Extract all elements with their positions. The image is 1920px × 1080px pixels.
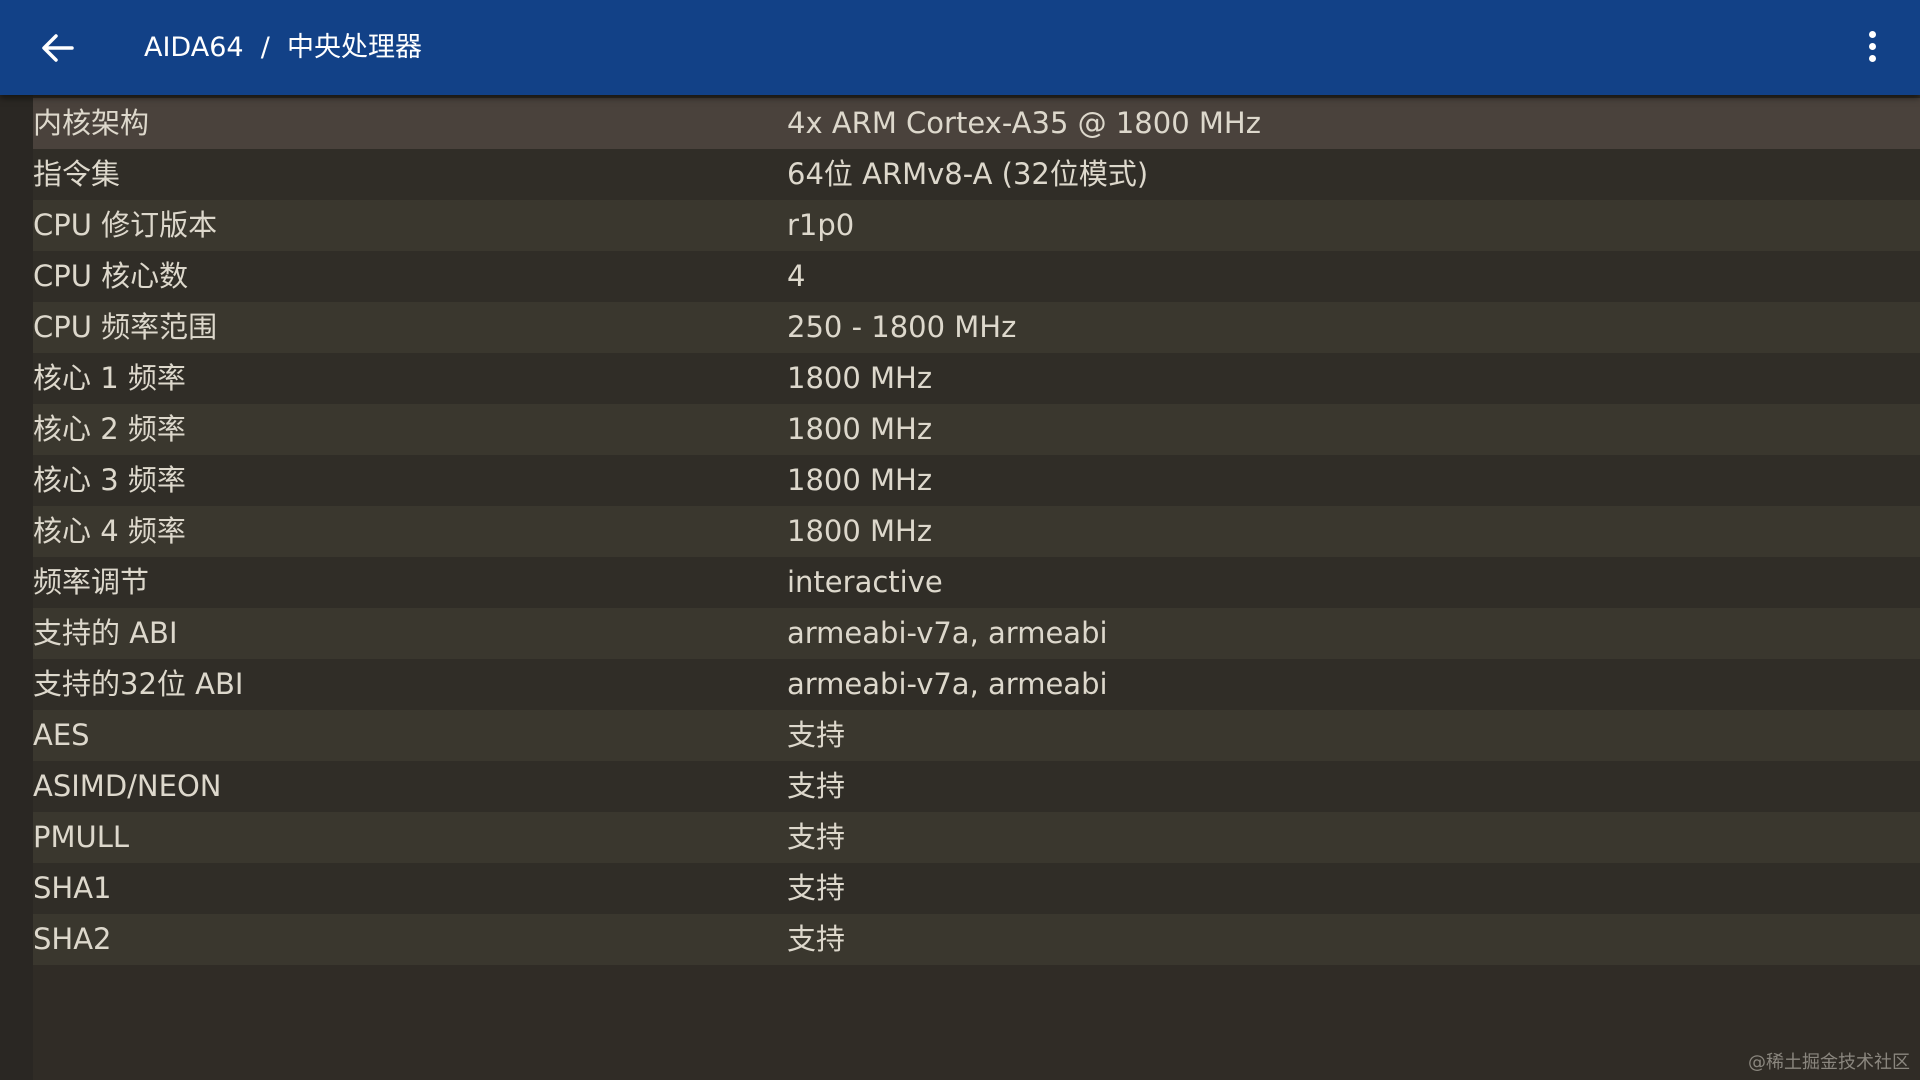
property-name: 内核架构 bbox=[33, 106, 150, 140]
list-item[interactable]: CPU 修订版本 r1p0 bbox=[33, 200, 1920, 251]
property-name: 核心 4 频率 bbox=[33, 514, 186, 548]
more-options-button[interactable] bbox=[1860, 28, 1884, 68]
property-value: interactive bbox=[787, 565, 943, 599]
property-name: 核心 2 频率 bbox=[33, 412, 186, 446]
property-value: armeabi-v7a, armeabi bbox=[787, 616, 1108, 650]
property-value: 64位 ARMv8-A (32位模式) bbox=[787, 157, 1149, 191]
property-value: 1800 MHz bbox=[787, 463, 933, 497]
property-value: 4x ARM Cortex-A35 @ 1800 MHz bbox=[787, 106, 1261, 140]
property-name: SHA1 bbox=[33, 871, 112, 905]
property-value: 1800 MHz bbox=[787, 514, 933, 548]
list-item[interactable]: 频率调节 interactive bbox=[33, 557, 1920, 608]
property-name: CPU 修订版本 bbox=[33, 208, 218, 242]
property-value: armeabi-v7a, armeabi bbox=[787, 667, 1108, 701]
property-value: 4 bbox=[787, 259, 806, 293]
property-name: 核心 1 频率 bbox=[33, 361, 186, 395]
property-value: 支持 bbox=[787, 769, 846, 803]
list-item[interactable]: 内核架构 4x ARM Cortex-A35 @ 1800 MHz bbox=[33, 98, 1920, 149]
list-item[interactable]: 核心 3 频率 1800 MHz bbox=[33, 455, 1920, 506]
property-value: r1p0 bbox=[787, 208, 855, 242]
watermark: @稀土掘金技术社区 bbox=[1748, 1052, 1910, 1073]
list-item[interactable]: ASIMD/NEON 支持 bbox=[33, 761, 1920, 812]
property-value: 1800 MHz bbox=[787, 361, 933, 395]
property-value: 支持 bbox=[787, 718, 846, 752]
list-item[interactable]: SHA1 支持 bbox=[33, 863, 1920, 914]
arrow-left-icon bbox=[42, 34, 74, 62]
breadcrumb-title: AIDA64 / 中央处理器 bbox=[144, 32, 423, 63]
list-item[interactable]: 指令集 64位 ARMv8-A (32位模式) bbox=[33, 149, 1920, 200]
property-name: 支持的 ABI bbox=[33, 616, 178, 650]
property-name: 指令集 bbox=[33, 157, 121, 191]
property-name: CPU 频率范围 bbox=[33, 310, 218, 344]
property-value: 支持 bbox=[787, 871, 846, 905]
property-name: AES bbox=[33, 718, 90, 752]
property-value: 支持 bbox=[787, 922, 846, 956]
menu-dot bbox=[1868, 55, 1876, 62]
list-item[interactable]: 核心 4 频率 1800 MHz bbox=[33, 506, 1920, 557]
list-item[interactable]: CPU 核心数 4 bbox=[33, 251, 1920, 302]
property-name: 支持的32位 ABI bbox=[33, 667, 244, 701]
cpu-info-list: 内核架构 4x ARM Cortex-A35 @ 1800 MHz 指令集 64位 A… bbox=[33, 98, 1920, 965]
back-button[interactable] bbox=[36, 26, 80, 70]
left-gutter bbox=[0, 95, 33, 1080]
more-vertical-icon bbox=[1868, 31, 1876, 38]
property-name: PMULL bbox=[33, 820, 130, 854]
property-name: 频率调节 bbox=[33, 565, 150, 599]
list-item[interactable]: 核心 2 频率 1800 MHz bbox=[33, 404, 1920, 455]
property-value: 支持 bbox=[787, 820, 846, 854]
list-item[interactable]: CPU 频率范围 250 - 1800 MHz bbox=[33, 302, 1920, 353]
list-item[interactable]: 支持的 ABI armeabi-v7a, armeabi bbox=[33, 608, 1920, 659]
list-item[interactable]: PMULL 支持 bbox=[33, 812, 1920, 863]
property-name: 核心 3 频率 bbox=[33, 463, 186, 497]
list-item[interactable]: 支持的32位 ABI armeabi-v7a, armeabi bbox=[33, 659, 1920, 710]
property-name: SHA2 bbox=[33, 922, 112, 956]
property-value: 1800 MHz bbox=[787, 412, 933, 446]
app-bar: AIDA64 / 中央处理器 bbox=[0, 0, 1920, 95]
property-name: ASIMD/NEON bbox=[33, 769, 222, 803]
property-name: CPU 核心数 bbox=[33, 259, 189, 293]
property-value: 250 - 1800 MHz bbox=[787, 310, 1017, 344]
menu-dot bbox=[1868, 43, 1876, 50]
list-item[interactable]: SHA2 支持 bbox=[33, 914, 1920, 965]
list-item[interactable]: 核心 1 频率 1800 MHz bbox=[33, 353, 1920, 404]
list-item[interactable]: AES 支持 bbox=[33, 710, 1920, 761]
